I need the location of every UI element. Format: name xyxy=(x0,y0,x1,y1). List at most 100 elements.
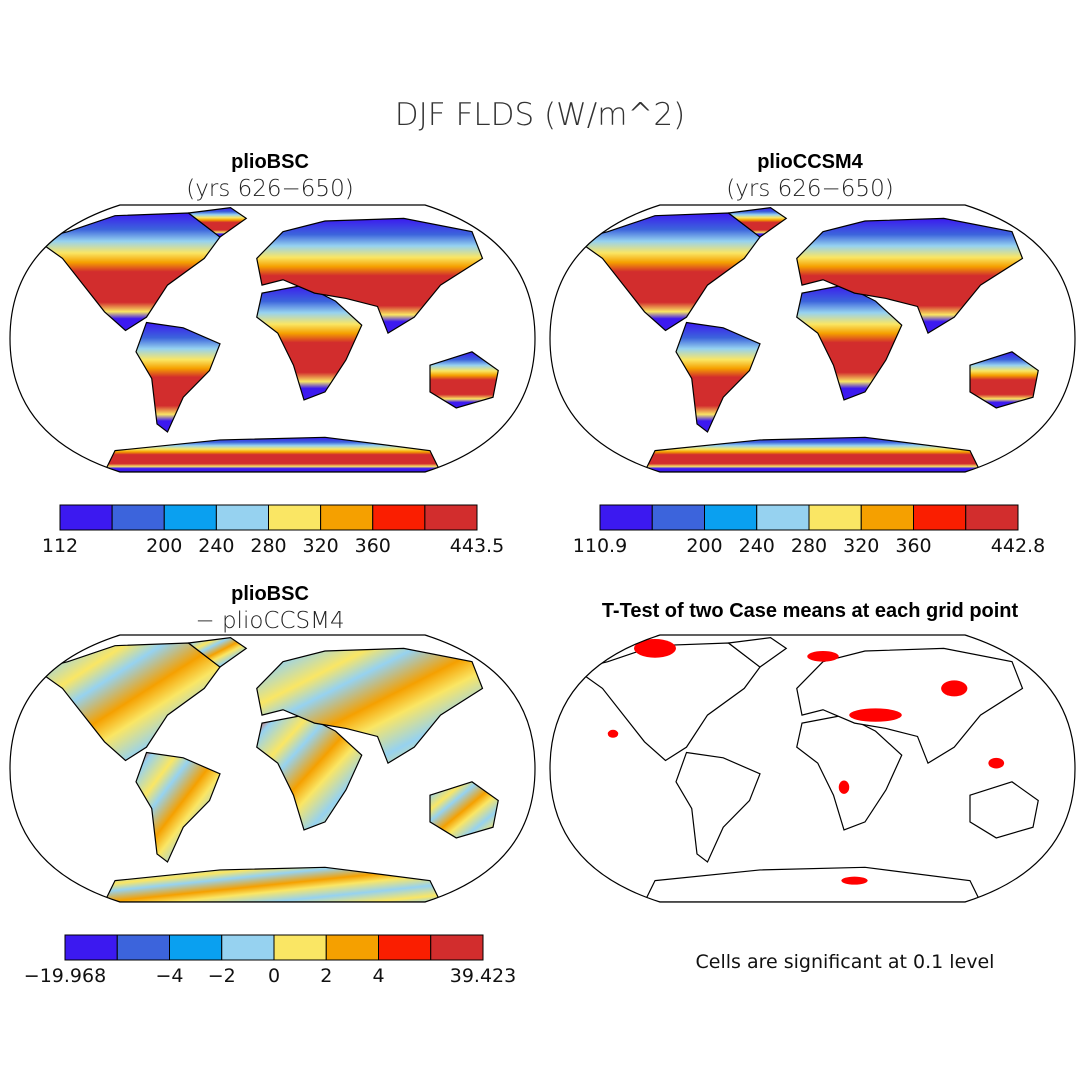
panel-subtitle: (yrs 626−650) xyxy=(186,176,353,202)
colorbar-label: −2 xyxy=(208,965,236,987)
land xyxy=(796,714,903,831)
land xyxy=(429,781,499,839)
panel-subtitle: − plioCCSM4 xyxy=(195,608,344,634)
significant-cells xyxy=(807,651,839,662)
significant-cells xyxy=(941,680,968,697)
colorbar-box xyxy=(965,504,1019,531)
significant-cells xyxy=(838,780,850,794)
colorbar-label: 280 xyxy=(791,535,827,557)
land xyxy=(574,212,761,332)
colorbar-box xyxy=(424,504,478,531)
colorbar-box xyxy=(273,934,327,961)
map xyxy=(574,637,1039,902)
land xyxy=(796,217,1024,335)
colorbar-box xyxy=(430,934,484,961)
colorbar-label: 0 xyxy=(268,965,280,987)
colorbar-box xyxy=(215,504,269,531)
colorbar-label: −4 xyxy=(155,965,183,987)
map xyxy=(34,207,499,472)
colorbar-box xyxy=(378,934,432,961)
colorbar-label: 110.9 xyxy=(573,535,627,557)
colorbar-box xyxy=(111,504,165,531)
land xyxy=(796,647,1024,765)
colorbar-label: 280 xyxy=(250,535,286,557)
land xyxy=(796,284,903,401)
significant-cells xyxy=(988,757,1005,769)
colorbar-box xyxy=(599,504,653,531)
colorbar-label: 320 xyxy=(302,535,338,557)
colorbar-box xyxy=(64,934,118,961)
note: Cells are significant at 0.1 level xyxy=(696,951,995,973)
land xyxy=(103,436,442,472)
land xyxy=(135,321,221,433)
land xyxy=(726,637,788,668)
land xyxy=(103,866,442,902)
colorbar-label: 443.5 xyxy=(450,535,504,557)
significant-cells xyxy=(849,708,902,722)
land xyxy=(34,212,221,332)
colorbar-box xyxy=(913,504,967,531)
colorbar-label: 442.8 xyxy=(991,535,1045,557)
land xyxy=(256,217,484,335)
land xyxy=(726,207,788,238)
panel-title: plioBSC xyxy=(231,151,309,173)
colorbar-box xyxy=(756,504,810,531)
land xyxy=(675,751,761,863)
colorbar-label: 360 xyxy=(355,535,391,557)
land xyxy=(969,781,1039,839)
map-outline xyxy=(549,204,1076,473)
panel-subtitle: (yrs 626−650) xyxy=(726,176,893,202)
colorbar-label: −19.968 xyxy=(24,965,106,987)
colorbar-box xyxy=(169,934,223,961)
significant-cells xyxy=(634,639,676,658)
colorbar-label: 200 xyxy=(146,535,182,557)
colorbar-box xyxy=(59,504,113,531)
land xyxy=(256,647,484,765)
panel-title: plioBSC xyxy=(231,583,309,605)
figure-title: DJF FLDS (W/m^2) xyxy=(395,97,685,133)
land xyxy=(675,321,761,433)
map-outline xyxy=(9,204,536,473)
land xyxy=(186,637,248,668)
colorbar-box xyxy=(268,504,322,531)
land xyxy=(135,751,221,863)
colorbar-box xyxy=(116,934,170,961)
land xyxy=(256,284,363,401)
colorbar-label: 112 xyxy=(42,535,78,557)
map-outline xyxy=(549,634,1076,903)
panel-title: plioCCSM4 xyxy=(757,151,863,173)
colorbar-box xyxy=(860,504,914,531)
land xyxy=(34,642,221,762)
colorbar-label: 200 xyxy=(686,535,722,557)
colorbar-box xyxy=(221,934,275,961)
colorbar-box xyxy=(320,504,374,531)
colorbar-label: 360 xyxy=(895,535,931,557)
land xyxy=(969,351,1039,409)
land xyxy=(256,714,363,831)
colorbar-box xyxy=(808,504,862,531)
land xyxy=(429,351,499,409)
colorbar-label: 240 xyxy=(739,535,775,557)
colorbar-box xyxy=(372,504,426,531)
map xyxy=(574,207,1039,472)
land xyxy=(574,642,761,762)
colorbar-box xyxy=(651,504,705,531)
colorbar-box xyxy=(163,504,217,531)
colorbar-label: 4 xyxy=(372,965,384,987)
map-outline xyxy=(9,634,536,903)
colorbar-label: 320 xyxy=(843,535,879,557)
colorbar-label: 240 xyxy=(198,535,234,557)
colorbar-box xyxy=(704,504,758,531)
significant-cells xyxy=(841,876,868,885)
land xyxy=(186,207,248,238)
land xyxy=(643,436,982,472)
colorbar-label: 2 xyxy=(320,965,332,987)
panel-title: T-Test of two Case means at each grid po… xyxy=(602,600,1019,622)
significant-cells xyxy=(607,729,619,738)
colorbar-label: 39.423 xyxy=(450,965,516,987)
land xyxy=(643,866,982,902)
colorbar-box xyxy=(325,934,379,961)
map xyxy=(34,637,499,902)
